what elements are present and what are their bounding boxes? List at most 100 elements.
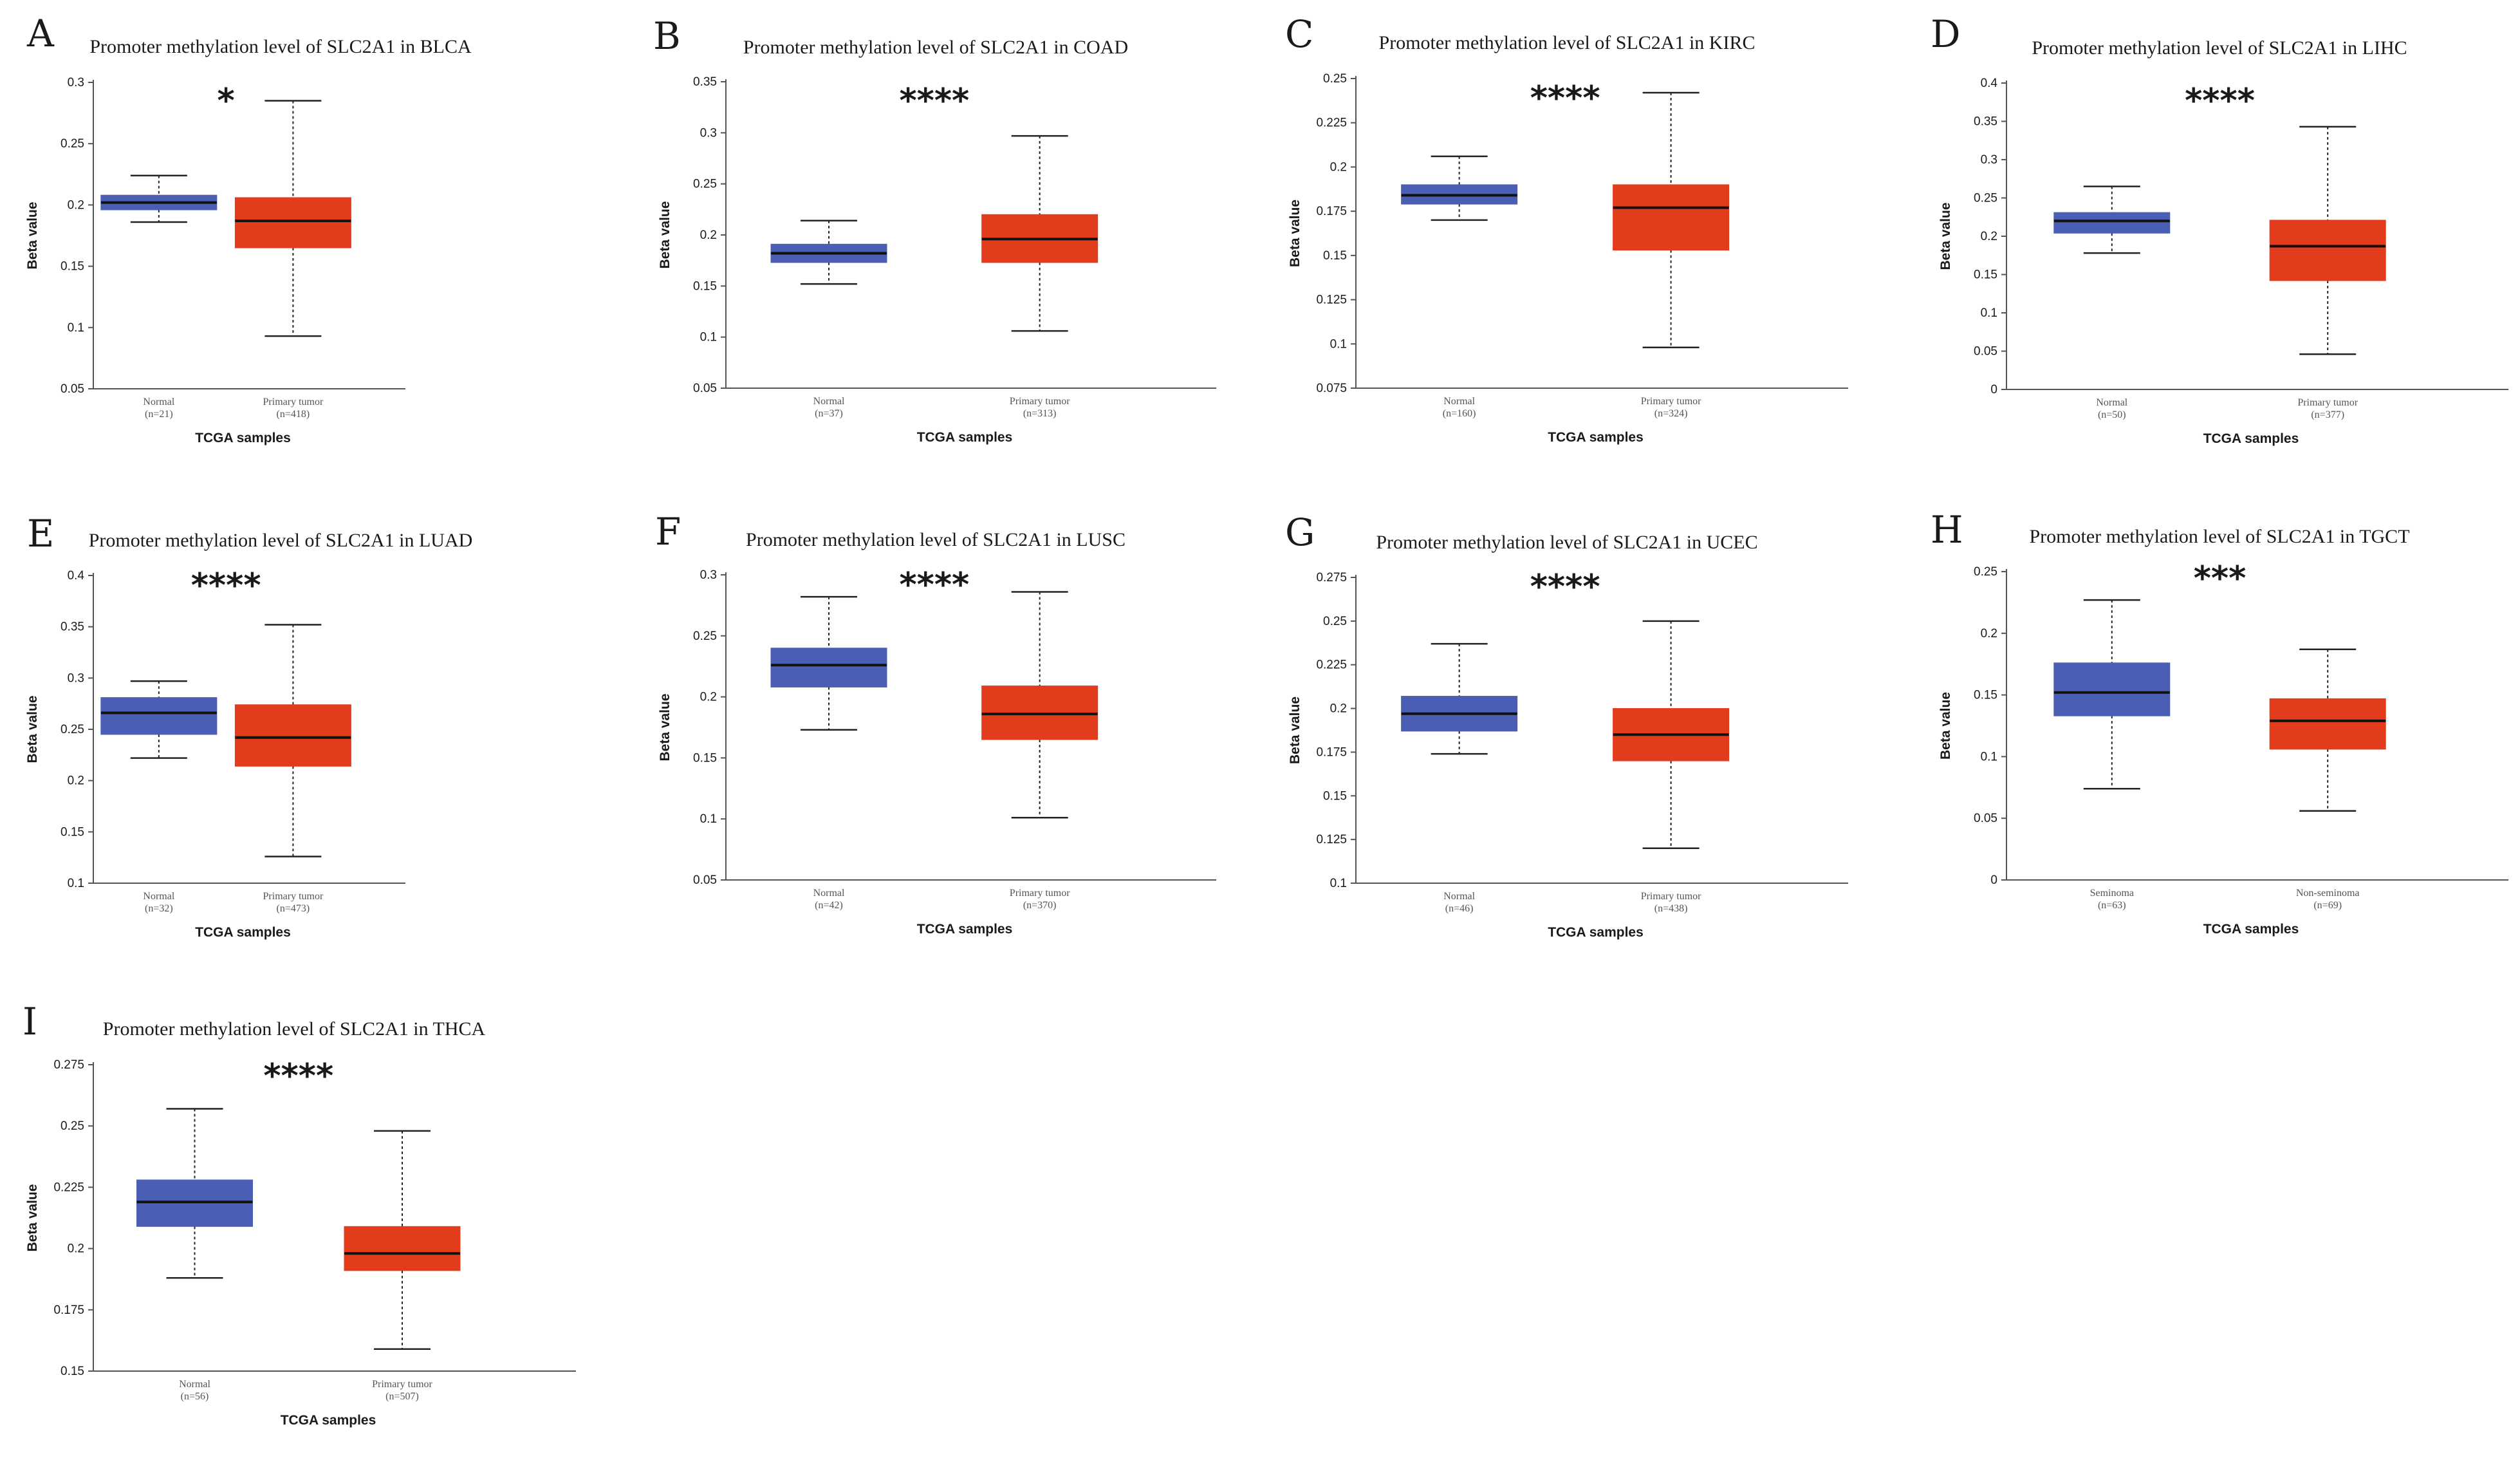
- y-tick-label: 0.25: [693, 178, 717, 191]
- y-tick-label: 0.3: [700, 126, 717, 140]
- y-tick-label: 0.05: [1974, 812, 1997, 825]
- y-tick-label: 0.1: [68, 877, 84, 890]
- y-tick-label: 0.25: [1323, 72, 1347, 86]
- panel-letter: F: [655, 510, 681, 554]
- box-primary-tumor: Primary tumor (n=418): [234, 100, 351, 420]
- x-category-label: Normal: [813, 888, 845, 899]
- x-category-count: (n=32): [145, 903, 173, 914]
- iqr-box: [234, 197, 351, 248]
- y-axis-title: Beta value: [658, 201, 672, 268]
- y-tick-label: 0.05: [693, 382, 717, 395]
- x-axis-title: TCGA samples: [917, 430, 1013, 445]
- y-tick-label: 0.1: [68, 321, 84, 335]
- significance-stars: ****: [899, 566, 969, 604]
- chart-panel-g: G Promoter methylation level of SLC2A1 in…: [1285, 510, 1848, 940]
- box-normal: Normal(n=42): [770, 595, 887, 911]
- y-tick-label: 0.15: [1974, 689, 1997, 702]
- x-category-count: (n=473): [277, 903, 310, 914]
- panel-letter: G: [1285, 510, 1315, 554]
- chart-panel-h: H Promoter methylation level of SLC2A1 in…: [1931, 508, 2508, 937]
- x-category-label: Primary tumor: [372, 1379, 432, 1390]
- y-tick-label: 0.3: [68, 76, 84, 89]
- y-tick-label: 0.25: [60, 723, 84, 736]
- y-tick-label: 0.1: [1330, 877, 1347, 890]
- y-axis-title: Beta value: [25, 695, 40, 763]
- x-category-count: (n=46): [1445, 903, 1474, 914]
- x-axis-title: TCGA samples: [1548, 925, 1644, 940]
- panel-letter: I: [23, 1000, 37, 1043]
- x-category-label: Primary tumor: [263, 891, 324, 902]
- box-normal: Normal (n=21): [100, 174, 218, 420]
- x-category-count: (n=56): [181, 1391, 209, 1402]
- significance-stars: ****: [263, 1057, 333, 1096]
- x-category-label: Normal: [813, 396, 845, 407]
- chart-title: Promoter methylation level of SLC2A1 in …: [743, 37, 1128, 58]
- panel-letter: A: [26, 12, 55, 55]
- iqr-box: [2269, 698, 2386, 750]
- y-tick-label: 0.275: [53, 1058, 84, 1072]
- box-non-seminoma: Non-seminoma(n=69): [2269, 648, 2386, 911]
- x-category-count: (n=63): [2098, 900, 2126, 911]
- significance-stars: ****: [2185, 82, 2255, 120]
- x-category-label: Primary tumor: [1010, 396, 1070, 407]
- chart-panel-b: B Promoter methylation level of SLC2A1 in…: [653, 14, 1216, 445]
- iqr-box: [770, 648, 887, 687]
- x-category-count: (n=21): [145, 409, 173, 420]
- y-tick-label: 0.15: [60, 260, 84, 274]
- y-tick-label: 0.225: [1316, 117, 1347, 130]
- chart-panel-d: D Promoter methylation level of SLC2A1 in…: [1931, 12, 2508, 446]
- y-tick-label: 0.2: [1330, 160, 1347, 174]
- y-tick-label: 0.2: [700, 229, 717, 242]
- y-tick-label: 0.1: [700, 331, 717, 344]
- chart-title: Promoter methylation level of SLC2A1 in …: [2029, 526, 2409, 547]
- significance-stars: ****: [1530, 568, 1600, 606]
- y-tick-label: 0.15: [60, 825, 84, 839]
- y-tick-label: 0.3: [68, 671, 84, 685]
- box-normal: Normal(n=160): [1401, 155, 1518, 419]
- x-category-count: (n=160): [1443, 408, 1476, 419]
- y-tick-label: 0.15: [1323, 789, 1347, 803]
- y-tick-label: 0.125: [1316, 294, 1347, 307]
- box-primary-tumor: Primary tumor(n=324): [1613, 91, 1730, 419]
- chart-title: Promoter methylation level of SLC2A1 in …: [746, 529, 1126, 550]
- significance-stars: ****: [899, 82, 969, 120]
- y-tick-label: 0.05: [693, 874, 717, 887]
- chart-title: Promoter methylation level of SLC2A1 in …: [1379, 32, 1756, 53]
- y-axis-title: Beta value: [658, 693, 672, 761]
- y-tick-label: 0.2: [700, 691, 717, 704]
- x-axis-title: TCGA samples: [195, 431, 291, 445]
- y-tick-label: 0.1: [700, 812, 717, 826]
- y-tick-label: 0.05: [1974, 345, 1997, 359]
- chart-panel-i: I Promoter methylation level of SLC2A1 in…: [23, 1000, 576, 1428]
- y-tick-label: 0.15: [60, 1365, 84, 1378]
- x-category-count: (n=37): [815, 408, 843, 419]
- x-axis-title: TCGA samples: [195, 925, 291, 940]
- significance-stars: *: [218, 82, 235, 120]
- panel-letter: C: [1285, 12, 1313, 56]
- chart-title: Promoter methylation level of SLC2A1 in …: [103, 1018, 486, 1040]
- y-tick-label: 0.35: [1974, 115, 1997, 129]
- x-category-count: (n=50): [2098, 409, 2126, 420]
- x-category-label: Normal: [143, 891, 174, 902]
- y-tick-label: 0.2: [68, 774, 84, 788]
- iqr-box: [234, 704, 351, 767]
- y-tick-label: 0.25: [693, 630, 717, 643]
- y-tick-label: 0.3: [700, 568, 717, 582]
- y-axis-title: Beta value: [1938, 692, 1953, 760]
- x-category-label: Normal: [179, 1379, 210, 1390]
- y-tick-label: 0.275: [1316, 571, 1347, 584]
- iqr-box: [1613, 184, 1730, 251]
- x-category-label: Normal: [1443, 891, 1475, 902]
- x-category-label: Seminoma: [2090, 888, 2134, 899]
- chart-title: Promoter methylation level of SLC2A1 in …: [2032, 37, 2407, 59]
- iqr-box: [344, 1226, 461, 1271]
- box-primary-tumor: Primary tumor(n=438): [1613, 620, 1730, 914]
- iqr-box: [100, 697, 218, 735]
- x-category-label: Primary tumor: [1010, 888, 1070, 899]
- x-axis-title: TCGA samples: [2203, 922, 2299, 937]
- y-tick-label: 0.225: [1316, 659, 1347, 672]
- x-category-label: Primary tumor: [2297, 397, 2358, 408]
- y-tick-label: 0.4: [1981, 77, 1998, 90]
- y-tick-label: 0.25: [1974, 565, 1997, 579]
- box-normal: Normal(n=56): [136, 1108, 253, 1402]
